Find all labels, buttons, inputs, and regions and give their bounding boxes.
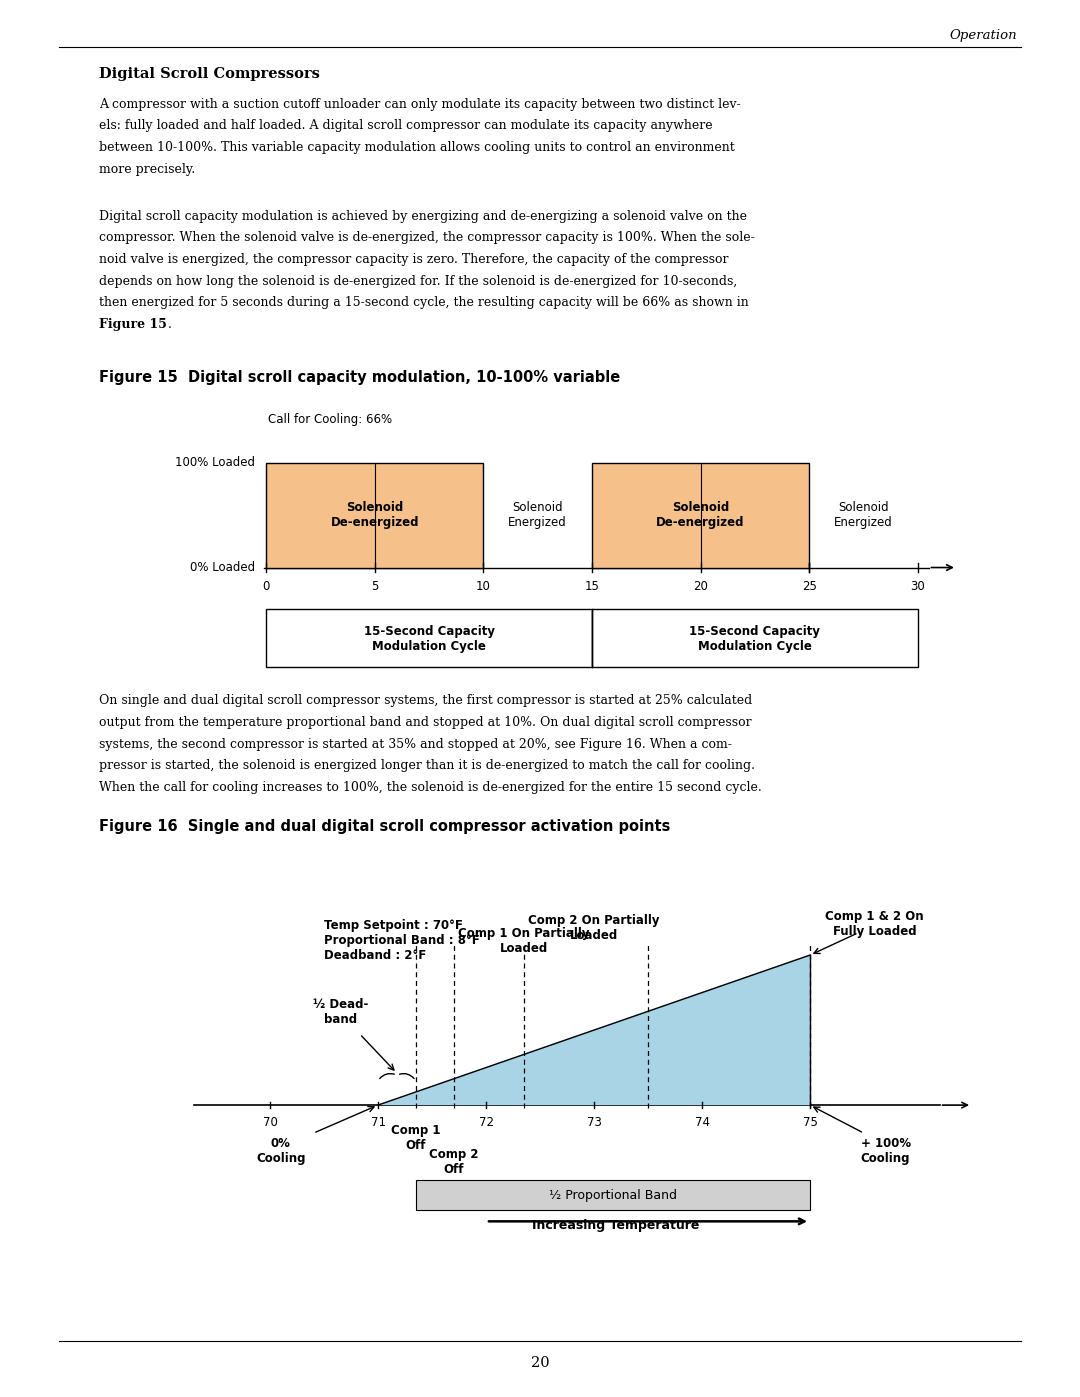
Text: Figure 15: Figure 15 bbox=[99, 317, 167, 331]
Polygon shape bbox=[378, 956, 810, 1105]
Text: 25: 25 bbox=[801, 580, 816, 594]
Text: 72: 72 bbox=[478, 1116, 494, 1129]
Text: Comp 1
Off: Comp 1 Off bbox=[391, 1123, 441, 1153]
Text: Comp 1 & 2 On
Fully Loaded: Comp 1 & 2 On Fully Loaded bbox=[825, 909, 924, 939]
Bar bbox=[592, 609, 918, 668]
Text: 20: 20 bbox=[693, 580, 708, 594]
Text: Temp Setpoint : 70°F
Proportional Band : 8°F
Deadband : 2°F: Temp Setpoint : 70°F Proportional Band :… bbox=[324, 919, 480, 963]
Text: 5: 5 bbox=[372, 580, 378, 594]
Text: Solenoid
De-energized: Solenoid De-energized bbox=[657, 502, 745, 529]
Text: depends on how long the solenoid is de-energized for. If the solenoid is de-ener: depends on how long the solenoid is de-e… bbox=[99, 274, 738, 288]
Bar bbox=[266, 462, 484, 567]
Text: On single and dual digital scroll compressor systems, the first compressor is st: On single and dual digital scroll compre… bbox=[99, 694, 753, 707]
Text: Digital Scroll Compressors: Digital Scroll Compressors bbox=[99, 67, 321, 81]
Text: then energized for 5 seconds during a 15-second cycle, the resulting capacity wi: then energized for 5 seconds during a 15… bbox=[99, 296, 750, 309]
Bar bbox=[266, 609, 592, 668]
Text: .: . bbox=[167, 317, 172, 331]
Text: Figure 15  Digital scroll capacity modulation, 10-100% variable: Figure 15 Digital scroll capacity modula… bbox=[99, 370, 621, 386]
Text: Comp 2
Off: Comp 2 Off bbox=[429, 1148, 478, 1176]
Text: Solenoid
Energized: Solenoid Energized bbox=[509, 502, 567, 529]
Text: Solenoid
Energized: Solenoid Energized bbox=[834, 502, 893, 529]
Text: more precisely.: more precisely. bbox=[99, 162, 195, 176]
Text: Comp 1 On Partially
Loaded: Comp 1 On Partially Loaded bbox=[458, 928, 590, 956]
Text: compressor. When the solenoid valve is de-energized, the compressor capacity is : compressor. When the solenoid valve is d… bbox=[99, 231, 755, 244]
Text: Digital scroll capacity modulation is achieved by energizing and de-energizing a: Digital scroll capacity modulation is ac… bbox=[99, 210, 747, 222]
Text: 0% Loaded: 0% Loaded bbox=[190, 562, 255, 574]
Text: 74: 74 bbox=[694, 1116, 710, 1129]
Text: 73: 73 bbox=[586, 1116, 602, 1129]
Text: Operation: Operation bbox=[949, 29, 1017, 42]
Text: 100% Loaded: 100% Loaded bbox=[175, 457, 255, 469]
Text: 10: 10 bbox=[476, 580, 490, 594]
Text: pressor is started, the solenoid is energized longer than it is de-energized to : pressor is started, the solenoid is ener… bbox=[99, 760, 755, 773]
Text: systems, the second compressor is started at 35% and stopped at 20%, see Figure : systems, the second compressor is starte… bbox=[99, 738, 732, 750]
Text: When the call for cooling increases to 100%, the solenoid is de-energized for th: When the call for cooling increases to 1… bbox=[99, 781, 762, 793]
Text: 20: 20 bbox=[530, 1356, 550, 1370]
Text: ½ Dead-
band: ½ Dead- band bbox=[312, 999, 368, 1027]
Bar bbox=[416, 1180, 810, 1210]
Text: ½ Proportional Band: ½ Proportional Band bbox=[549, 1189, 677, 1201]
Text: 0: 0 bbox=[262, 580, 270, 594]
Text: Comp 2 On Partially
Loaded: Comp 2 On Partially Loaded bbox=[528, 914, 660, 942]
Text: + 100%
Cooling: + 100% Cooling bbox=[861, 1137, 910, 1165]
Text: 30: 30 bbox=[910, 580, 926, 594]
Text: els: fully loaded and half loaded. A digital scroll compressor can modulate its : els: fully loaded and half loaded. A dig… bbox=[99, 119, 713, 133]
Text: Figure 16  Single and dual digital scroll compressor activation points: Figure 16 Single and dual digital scroll… bbox=[99, 819, 671, 834]
Text: A compressor with a suction cutoff unloader can only modulate its capacity betwe: A compressor with a suction cutoff unloa… bbox=[99, 98, 741, 110]
Text: Solenoid
De-energized: Solenoid De-energized bbox=[330, 502, 419, 529]
Text: 71: 71 bbox=[370, 1116, 386, 1129]
Text: noid valve is energized, the compressor capacity is zero. Therefore, the capacit: noid valve is energized, the compressor … bbox=[99, 253, 729, 265]
Text: between 10-100%. This variable capacity modulation allows cooling units to contr: between 10-100%. This variable capacity … bbox=[99, 141, 735, 154]
Text: 75: 75 bbox=[802, 1116, 818, 1129]
Text: 0%
Cooling: 0% Cooling bbox=[256, 1137, 306, 1165]
Text: 70: 70 bbox=[262, 1116, 278, 1129]
Text: output from the temperature proportional band and stopped at 10%. On dual digita: output from the temperature proportional… bbox=[99, 715, 752, 729]
Bar bbox=[592, 462, 809, 567]
Text: 15-Second Capacity
Modulation Cycle: 15-Second Capacity Modulation Cycle bbox=[689, 624, 821, 652]
Text: 15-Second Capacity
Modulation Cycle: 15-Second Capacity Modulation Cycle bbox=[364, 624, 495, 652]
Text: Call for Cooling: 66%: Call for Cooling: 66% bbox=[268, 414, 392, 426]
Text: 15: 15 bbox=[584, 580, 599, 594]
Text: Increasing Temperature: Increasing Temperature bbox=[532, 1220, 699, 1232]
